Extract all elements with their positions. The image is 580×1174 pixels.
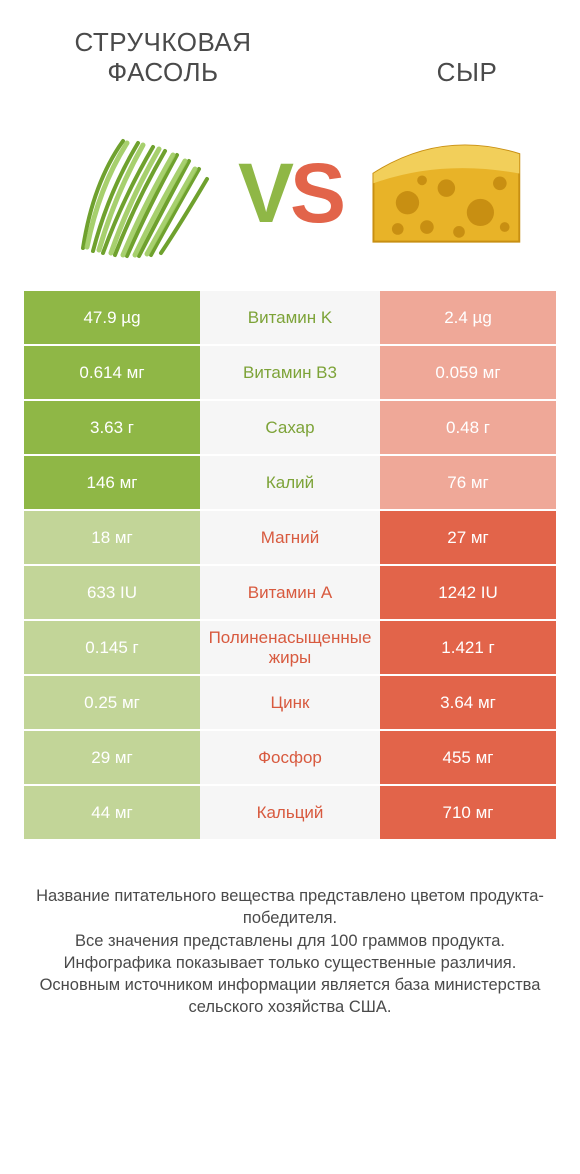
footer-line: Название питательного вещества представл… <box>24 885 556 930</box>
cheese-image <box>354 120 529 265</box>
left-value: 44 мг <box>24 786 200 839</box>
vs-v: V <box>238 146 290 240</box>
table-row: 633 IUВитамин A1242 IU <box>24 566 556 621</box>
nutrient-name: Витамин K <box>200 291 380 344</box>
title-left: СТРУЧКОВАЯ ФАСОЛЬ <box>38 28 288 88</box>
table-row: 0.145 гПолиненасыщенные жиры1.421 г <box>24 621 556 676</box>
footer-line: Основным источником информации является … <box>24 974 556 1019</box>
table-row: 18 мгМагний27 мг <box>24 511 556 566</box>
left-value: 3.63 г <box>24 401 200 454</box>
right-value: 3.64 мг <box>380 676 556 729</box>
table-row: 29 мгФосфор455 мг <box>24 731 556 786</box>
table-row: 146 мгКалий76 мг <box>24 456 556 511</box>
nutrient-name: Витамин B3 <box>200 346 380 399</box>
right-value: 0.48 г <box>380 401 556 454</box>
left-value: 0.25 мг <box>24 676 200 729</box>
footer-line: Инфографика показывает только существенн… <box>24 952 556 974</box>
right-value: 76 мг <box>380 456 556 509</box>
nutrient-name: Витамин A <box>200 566 380 619</box>
nutrient-name: Кальций <box>200 786 380 839</box>
table-row: 0.614 мгВитамин B30.059 мг <box>24 346 556 401</box>
right-value: 2.4 µg <box>380 291 556 344</box>
nutrient-name: Калий <box>200 456 380 509</box>
left-value: 0.145 г <box>24 621 200 674</box>
left-value: 146 мг <box>24 456 200 509</box>
right-value: 710 мг <box>380 786 556 839</box>
left-value: 18 мг <box>24 511 200 564</box>
left-value: 0.614 мг <box>24 346 200 399</box>
title-right: СЫР <box>392 28 542 88</box>
right-value: 1.421 г <box>380 621 556 674</box>
table-row: 3.63 гСахар0.48 г <box>24 401 556 456</box>
vs-label: VS <box>226 151 354 235</box>
right-value: 27 мг <box>380 511 556 564</box>
right-value: 0.059 мг <box>380 346 556 399</box>
hero-row: VS <box>0 110 580 291</box>
vs-s: S <box>290 146 342 240</box>
table-row: 47.9 µgВитамин K2.4 µg <box>24 291 556 346</box>
footer-notes: Название питательного вещества представл… <box>24 885 556 1019</box>
nutrient-name: Цинк <box>200 676 380 729</box>
table-row: 44 мгКальций710 мг <box>24 786 556 841</box>
comparison-table: 47.9 µgВитамин K2.4 µg0.614 мгВитамин B3… <box>24 291 556 841</box>
right-value: 1242 IU <box>380 566 556 619</box>
right-value: 455 мг <box>380 731 556 784</box>
left-value: 47.9 µg <box>24 291 200 344</box>
nutrient-name: Фосфор <box>200 731 380 784</box>
left-value: 29 мг <box>24 731 200 784</box>
green-beans-image <box>51 120 226 265</box>
nutrient-name: Сахар <box>200 401 380 454</box>
nutrient-name: Полиненасыщенные жиры <box>200 621 380 674</box>
table-row: 0.25 мгЦинк3.64 мг <box>24 676 556 731</box>
footer-line: Все значения представлены для 100 граммо… <box>24 930 556 952</box>
nutrient-name: Магний <box>200 511 380 564</box>
left-value: 633 IU <box>24 566 200 619</box>
